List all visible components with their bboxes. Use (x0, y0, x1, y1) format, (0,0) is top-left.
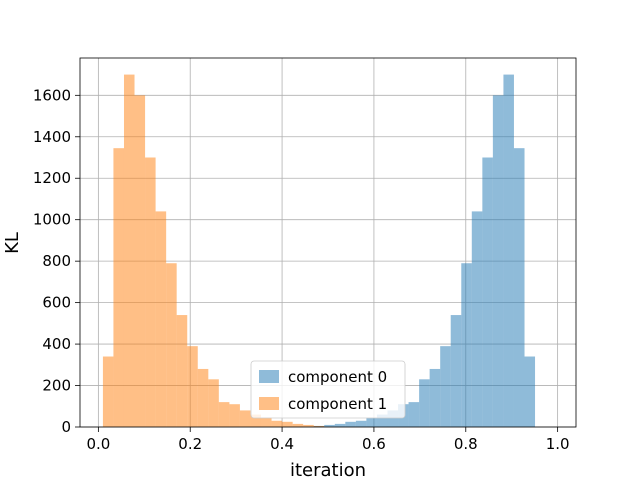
histogram-bar-series-1 (218, 402, 230, 427)
histogram-bar-series-1 (113, 148, 124, 427)
histogram-bar-series-1 (292, 423, 304, 427)
x-tick-label: 0.0 (86, 435, 110, 453)
legend-box (250, 360, 406, 419)
y-tick-label: 0 (61, 418, 71, 436)
x-tick-label: 0.2 (178, 435, 202, 453)
histogram-bar-series-0 (345, 421, 356, 427)
legend: component 0 component 1 (250, 360, 406, 419)
histogram-bar-series-0 (387, 410, 399, 427)
histogram-bar-series-1 (208, 379, 219, 427)
histogram-bar-series-0 (408, 402, 420, 427)
histogram-bars (102, 74, 536, 428)
x-tick-label: 0.4 (270, 435, 294, 453)
histogram-bar-series-1 (187, 346, 198, 427)
histogram-bar-series-1 (176, 315, 188, 427)
plot-frame (79, 57, 577, 428)
y-tick-label: 200 (42, 377, 71, 395)
histogram-bar-series-1 (197, 368, 209, 427)
histogram-bar-series-0 (355, 420, 367, 427)
y-tick-label: 1400 (33, 128, 71, 146)
y-tick-label: 1200 (33, 169, 71, 187)
histogram-bar-series-1 (282, 421, 293, 427)
histogram-bar-series-0 (503, 74, 514, 428)
histogram-bar-series-1 (260, 417, 272, 427)
y-axis-label: KL (2, 232, 23, 254)
histogram-bar-series-0 (492, 95, 504, 427)
histogram-bar-series-0 (461, 263, 472, 427)
histogram-bar-series-0 (419, 379, 430, 427)
histogram-bar-series-0 (513, 148, 525, 427)
legend-swatch (259, 397, 279, 410)
y-axis-ticks: 0 200 400 600 800 1000 1200 1400 1600 (33, 86, 80, 436)
legend-swatch (259, 370, 279, 383)
x-tick-label: 0.6 (362, 435, 386, 453)
histogram-bar-series-1 (134, 95, 146, 427)
x-axis-label: iteration (290, 460, 366, 480)
histogram-bar-series-1 (155, 211, 167, 427)
histogram-bar-series-1 (145, 157, 156, 427)
histogram-bar-series-0 (334, 423, 346, 427)
histogram-bar-series-1 (166, 263, 177, 427)
histogram-bar-series-0 (440, 346, 451, 427)
histogram-bar-series-1 (102, 356, 114, 427)
histogram-bar-series-0 (376, 414, 388, 427)
histogram-bar-series-0 (366, 417, 377, 427)
histogram-bar-series-1 (239, 410, 251, 427)
histogram-bar-series-1 (271, 420, 283, 427)
histogram-bar-series-1 (303, 424, 314, 427)
y-tick-label: 400 (42, 335, 71, 353)
x-tick-label: 1.0 (546, 435, 570, 453)
histogram-bar-series-1 (313, 425, 325, 427)
histogram-bar-series-0 (524, 356, 536, 427)
y-tick-label: 1000 (33, 211, 71, 229)
histogram-bar-series-0 (471, 211, 483, 427)
legend-label: component 1 (288, 395, 387, 413)
histogram-bar-series-0 (429, 368, 441, 427)
histogram-bar-series-0 (324, 424, 335, 427)
y-tick-label: 600 (42, 294, 71, 312)
x-axis-ticks: 0.0 0.2 0.4 0.6 0.8 1.0 (86, 427, 570, 453)
y-tick-label: 800 (42, 252, 71, 270)
histogram-bar-series-0 (482, 157, 493, 427)
histogram-bar-series-1 (229, 404, 240, 427)
histogram-bar-series-1 (250, 414, 261, 427)
histogram-bar-series-1 (123, 74, 135, 428)
legend-label: component 0 (288, 368, 387, 386)
y-tick-label: 1600 (33, 86, 71, 104)
x-tick-label: 0.8 (454, 435, 478, 453)
histogram-bar-series-0 (450, 315, 462, 427)
